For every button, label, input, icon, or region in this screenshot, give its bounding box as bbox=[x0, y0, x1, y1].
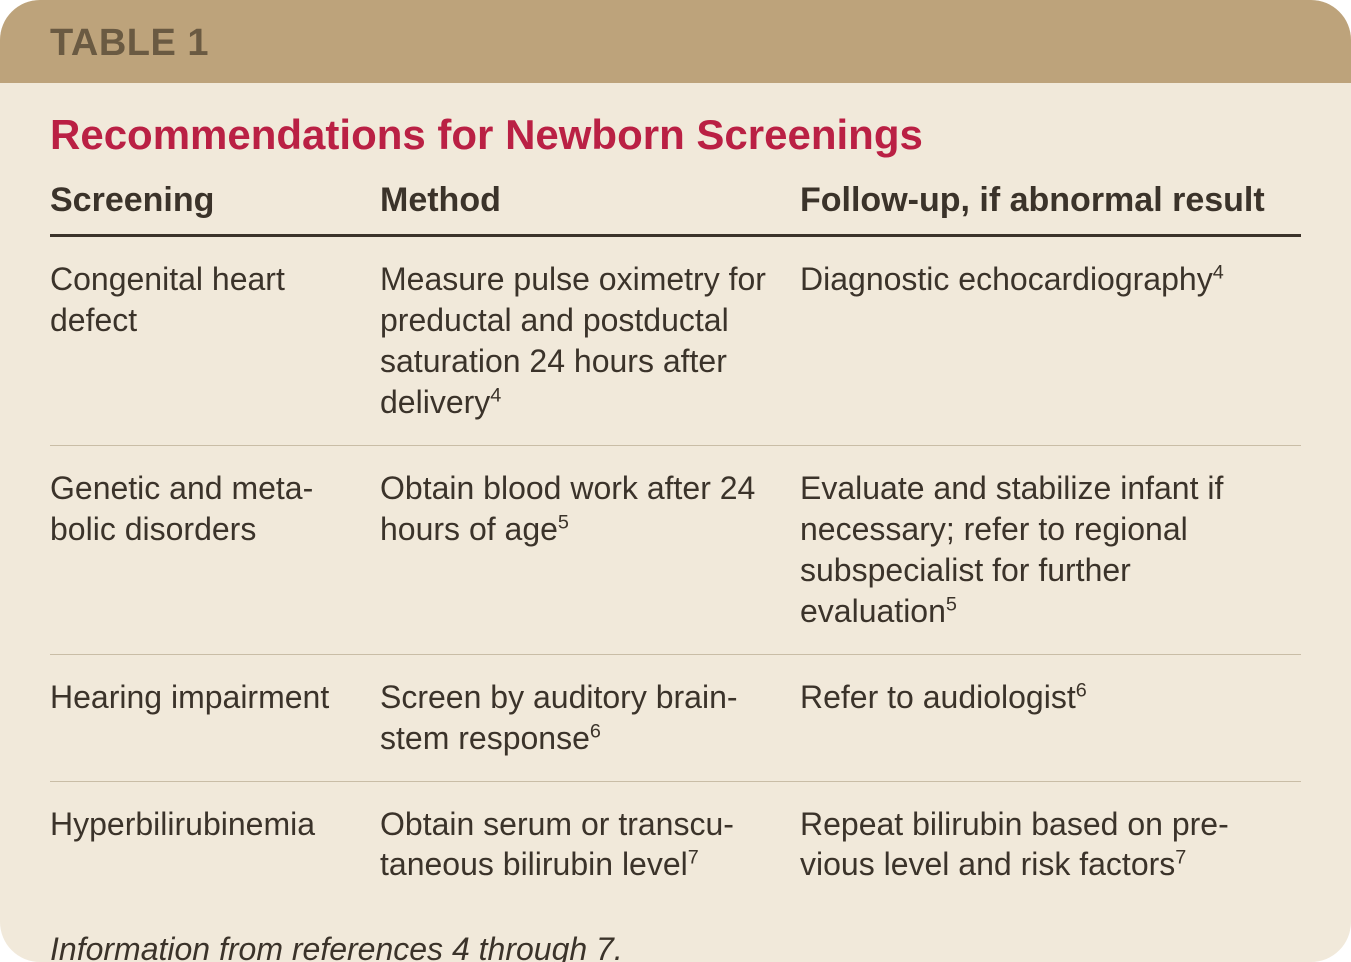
table-content: Recommendations for Newborn Screenings S… bbox=[0, 83, 1351, 962]
ref-sup: 5 bbox=[946, 593, 957, 615]
ref-sup: 6 bbox=[1076, 679, 1087, 701]
cell-screening: Hearing impairment bbox=[50, 654, 380, 781]
table-row: Hearing impairment Screen by auditory br… bbox=[50, 654, 1301, 781]
ref-sup: 4 bbox=[490, 384, 501, 406]
cell-screening: Congenital heart defect bbox=[50, 236, 380, 446]
cell-method: Obtain blood work after 24 hours of age5 bbox=[380, 445, 800, 654]
table-body: Congenital heart defect Measure pulse ox… bbox=[50, 236, 1301, 908]
cell-followup: Evaluate and stabilize infant if necessa… bbox=[800, 445, 1301, 654]
ref-sup: 6 bbox=[590, 720, 601, 742]
table-title: Recommendations for Newborn Screenings bbox=[50, 111, 1301, 159]
table-card: TABLE 1 Recommendations for Newborn Scre… bbox=[0, 0, 1351, 962]
cell-followup: Repeat bilirubin based on pre­vious leve… bbox=[800, 781, 1301, 907]
table-header-row: Screening Method Follow-up, if abnormal … bbox=[50, 181, 1301, 236]
cell-method: Screen by auditory brain­stem response6 bbox=[380, 654, 800, 781]
cell-method: Obtain serum or transcu­taneous bilirubi… bbox=[380, 781, 800, 907]
table-number-label: TABLE 1 bbox=[50, 22, 1301, 65]
cell-followup: Diagnostic echocardiography4 bbox=[800, 236, 1301, 446]
table-header-bar: TABLE 1 bbox=[0, 0, 1351, 83]
table-footnote: Information from references 4 through 7. bbox=[50, 931, 1301, 962]
col-header-method: Method bbox=[380, 181, 800, 236]
cell-followup: Refer to audiologist6 bbox=[800, 654, 1301, 781]
screenings-table: Screening Method Follow-up, if abnormal … bbox=[50, 181, 1301, 907]
ref-sup: 4 bbox=[1213, 261, 1224, 283]
table-row: Congenital heart defect Measure pulse ox… bbox=[50, 236, 1301, 446]
cell-method: Measure pulse oximetry for preductal and… bbox=[380, 236, 800, 446]
col-header-screening: Screening bbox=[50, 181, 380, 236]
cell-screening: Hyperbilirubinemia bbox=[50, 781, 380, 907]
ref-sup: 5 bbox=[558, 511, 569, 533]
ref-sup: 7 bbox=[1175, 847, 1186, 869]
ref-sup: 7 bbox=[688, 847, 699, 869]
cell-screening: Genetic and meta­bolic disorders bbox=[50, 445, 380, 654]
table-row: Hyperbilirubinemia Obtain serum or trans… bbox=[50, 781, 1301, 907]
table-row: Genetic and meta­bolic disorders Obtain … bbox=[50, 445, 1301, 654]
col-header-followup: Follow-up, if abnormal result bbox=[800, 181, 1301, 236]
